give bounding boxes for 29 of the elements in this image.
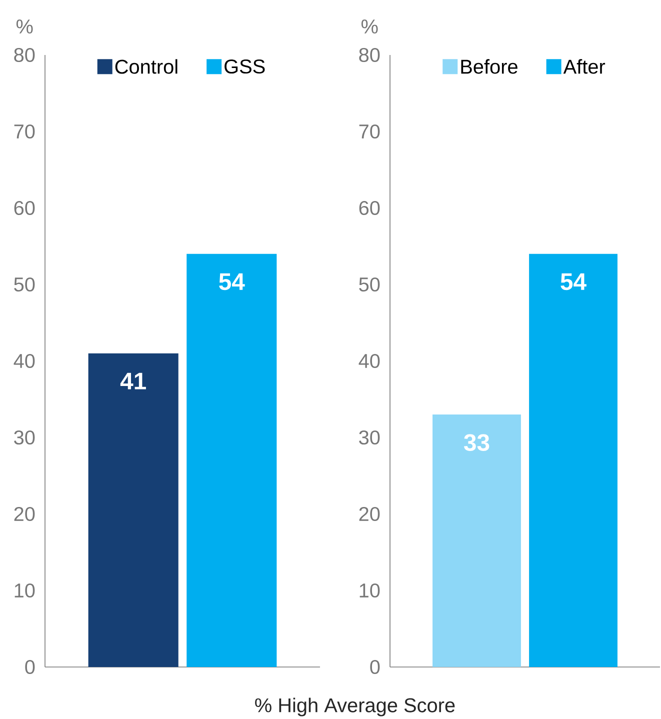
y-tick-label: 30 (14, 430, 35, 445)
data-label: 41 (120, 372, 146, 390)
legend-label: Before (461, 59, 518, 74)
legend-label: After (563, 59, 606, 74)
x-axis-title: % High Average Score (255, 698, 455, 716)
y-tick-label: 80 (359, 48, 380, 62)
y-tick-label: 70 (359, 124, 380, 139)
y-axis-title: % (16, 20, 33, 34)
y-tick-label: 40 (14, 354, 35, 368)
y-tick-label: 40 (358, 354, 380, 368)
y-tick-label: 50 (359, 277, 380, 292)
y-tick-label: 20 (359, 506, 380, 522)
y-tick-label: 10 (14, 583, 35, 598)
y-axis-title: % (361, 20, 378, 34)
y-tick-label: 30 (359, 430, 380, 445)
data-label: 33 (464, 434, 490, 452)
y-tick-label: 60 (14, 200, 35, 216)
y-tick-label: 10 (360, 583, 380, 598)
y-tick-label: 50 (14, 277, 35, 292)
y-tick-label: 80 (14, 48, 35, 62)
y-tick-label: 20 (14, 506, 35, 522)
data-label: 54 (219, 273, 245, 290)
y-tick-label: 70 (14, 124, 35, 139)
data-label: 54 (560, 273, 586, 290)
legend-label: GSS (224, 59, 265, 74)
legend-label: Control (115, 59, 178, 74)
y-tick-label: 60 (359, 200, 380, 216)
y-tick-label: 0 (370, 660, 380, 674)
y-tick-label: 0 (25, 660, 35, 674)
